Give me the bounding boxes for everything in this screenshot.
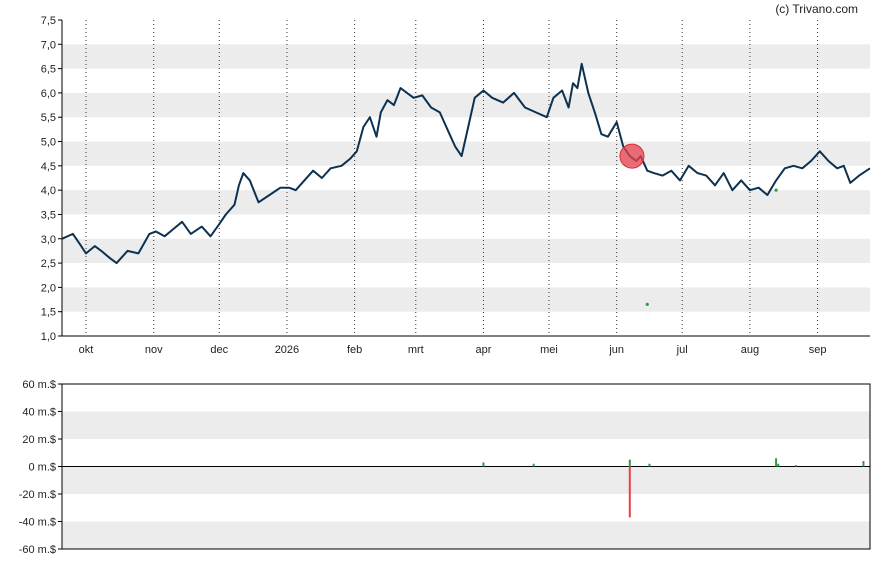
- grid-band: [62, 190, 870, 215]
- y-tick-label: -40 m.$: [19, 517, 56, 529]
- volume-bar: [532, 463, 535, 467]
- x-tick-label: jun: [608, 344, 624, 356]
- y-tick-label: 4,0: [41, 185, 56, 197]
- y-tick-label: 1,5: [41, 307, 56, 319]
- x-tick-label: sep: [809, 344, 827, 356]
- y-tick-label: 60 m.$: [22, 379, 56, 391]
- y-tick-label: 2,5: [41, 258, 56, 270]
- y-tick-label: 2,0: [41, 282, 56, 294]
- y-tick-label: -60 m.$: [19, 544, 56, 556]
- y-tick-label: -20 m.$: [19, 489, 56, 501]
- y-tick-label: 1,0: [41, 331, 56, 343]
- volume-bar: [862, 461, 865, 467]
- grid-band: [62, 44, 870, 69]
- price-chart: okt nov dec 2026 feb mrt apr mei jun jul aug sep 1,0…: [41, 15, 871, 356]
- x-tick-label: apr: [476, 344, 492, 356]
- price-line: [61, 62, 871, 265]
- volume-bar: [648, 463, 651, 467]
- volume-bar: [777, 463, 780, 467]
- x-tick-label: jul: [676, 344, 688, 356]
- x-tick-label: okt: [79, 344, 94, 356]
- y-tick-label: 7,0: [41, 39, 56, 51]
- highlight-marker: [619, 143, 645, 169]
- x-tick-label: nov: [145, 344, 163, 356]
- y-tick-label: 20 m.$: [22, 434, 56, 446]
- volume-bar: [794, 465, 797, 467]
- volume-bar: [482, 462, 485, 467]
- grid-band: [62, 411, 870, 439]
- x-tick-label: aug: [741, 344, 759, 356]
- x-tick-label: feb: [347, 344, 362, 356]
- y-tick-label: 5,0: [41, 137, 56, 149]
- x-tick-label: mrt: [408, 344, 424, 356]
- volume-bar: [628, 466, 631, 518]
- grid-band: [62, 92, 870, 118]
- grid-band: [62, 287, 870, 312]
- y-tick-label: 3,5: [41, 209, 56, 221]
- grid-band: [62, 466, 870, 494]
- grid-band: [62, 238, 870, 264]
- y-tick-label: 40 m.$: [22, 407, 56, 419]
- grid-band: [62, 521, 870, 549]
- volume-bar: [628, 459, 631, 467]
- volume-bar: [775, 458, 778, 467]
- x-tick-label: 2026: [275, 344, 299, 356]
- y-tick-label: 7,5: [41, 15, 56, 27]
- signal-dot: [774, 188, 778, 192]
- signal-dot: [645, 302, 649, 306]
- grid-band: [62, 141, 870, 166]
- volume-chart: -60 m.$ -40 m.$ -20 m.$ 0 m.$ 20 m.$ 40 m.$ 60…: [19, 379, 871, 556]
- y-tick-label: 3,0: [41, 234, 56, 246]
- credit-text: (c) Trivano.com: [775, 2, 858, 16]
- y-tick-label: 0 m.$: [28, 462, 56, 474]
- y-tick-label: 4,5: [41, 161, 56, 173]
- x-tick-label: dec: [210, 344, 228, 356]
- y-tick-label: 6,5: [41, 64, 56, 76]
- y-tick-label: 6,0: [41, 88, 56, 100]
- y-tick-label: 5,5: [41, 112, 56, 124]
- x-tick-label: mei: [540, 344, 558, 356]
